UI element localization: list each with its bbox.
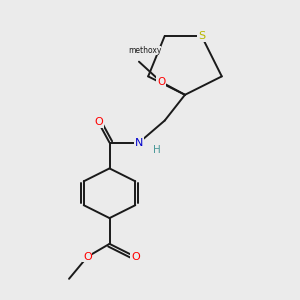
Text: H: H bbox=[154, 145, 161, 155]
Text: S: S bbox=[198, 31, 205, 41]
Text: N: N bbox=[135, 138, 143, 148]
Text: methoxy: methoxy bbox=[128, 46, 161, 55]
Text: O: O bbox=[157, 77, 165, 87]
Text: O: O bbox=[131, 252, 140, 262]
Text: O: O bbox=[83, 252, 92, 262]
Text: O: O bbox=[94, 117, 103, 128]
